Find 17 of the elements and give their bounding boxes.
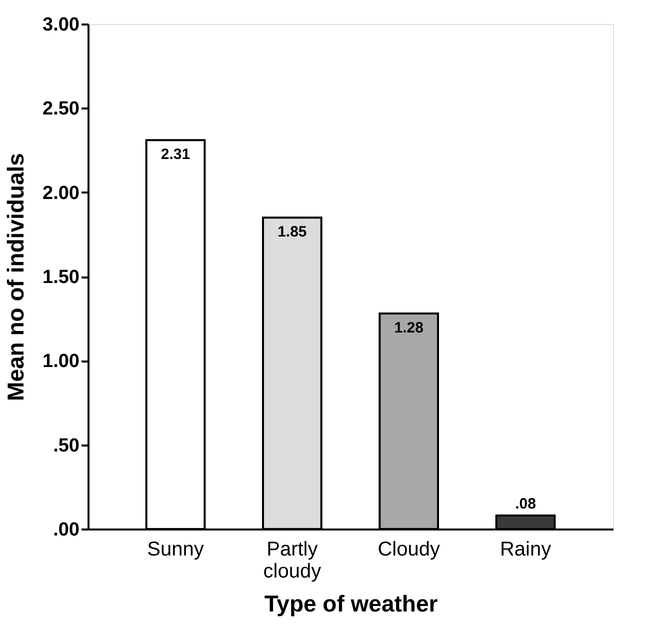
y-tick-label: 1.50 [42,267,80,288]
y-axis-title: Mean no of individuals [2,153,29,401]
data-label: 1.28 [394,320,424,337]
y-tick-label: .00 [53,520,80,540]
x-tick-label: Cloudy [378,538,440,560]
y-tick-label: 2.50 [42,98,80,120]
data-label: .08 [515,496,536,513]
x-tick-label: Partly cloudy [263,538,322,582]
y-tick-label: 1.00 [42,351,80,372]
y-tick-label: .50 [53,435,80,456]
x-tick-label: Sunny [147,538,204,560]
data-label: 2.31 [160,146,190,164]
y-tick-label: 2.00 [42,182,80,204]
x-tick-label: Rainy [500,538,552,560]
x-axis-title: Type of weather [264,590,438,616]
y-tick-label: 3.00 [42,14,80,36]
data-label: 1.85 [278,224,307,241]
